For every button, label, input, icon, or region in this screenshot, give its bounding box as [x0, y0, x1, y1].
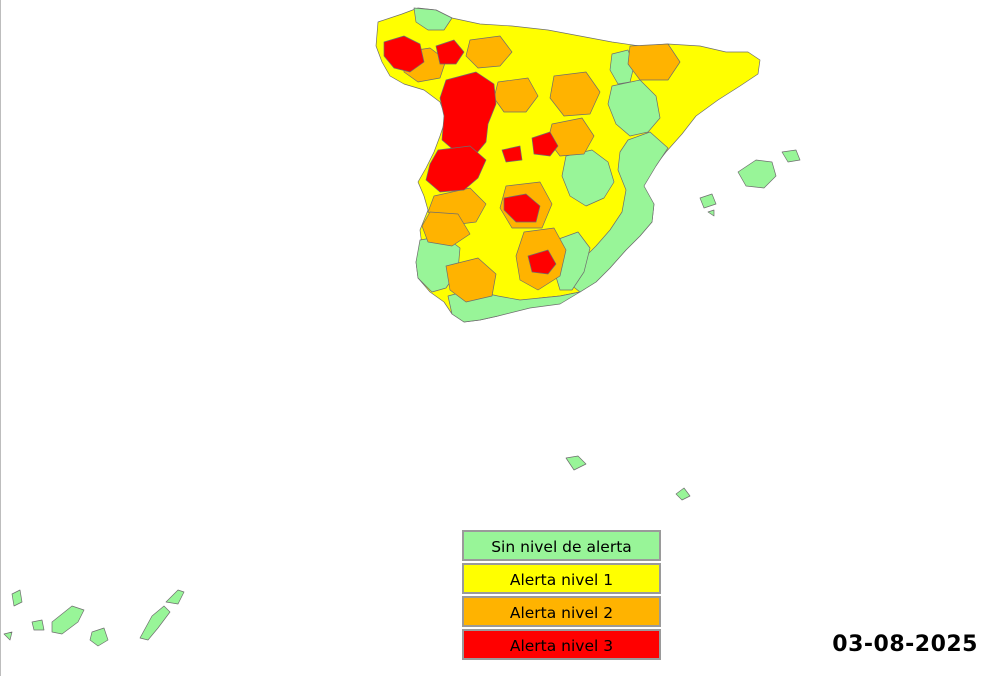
province-burgos[interactable]	[549, 71, 601, 117]
province-jaen[interactable]	[527, 249, 557, 275]
map-date: 03-08-2025	[832, 632, 978, 657]
island-el-hierro[interactable]	[3, 631, 13, 641]
territory-ceuta[interactable]	[565, 455, 587, 471]
legend-item-nivel-2: Alerta nivel 2	[462, 596, 661, 627]
ceuta-melilla	[565, 455, 691, 501]
balearic-islands	[699, 149, 801, 217]
island-la-gomera[interactable]	[31, 619, 45, 631]
island-menorca[interactable]	[781, 149, 801, 163]
province-caceres-south[interactable]	[421, 211, 471, 247]
province-madrid-south[interactable]	[503, 193, 541, 223]
canary-islands	[3, 589, 185, 647]
island-ibiza[interactable]	[699, 193, 717, 209]
province-segovia[interactable]	[531, 131, 559, 157]
province-avila[interactable]	[501, 145, 523, 163]
province-asturias-west[interactable]	[435, 39, 465, 65]
island-lanzarote[interactable]	[165, 589, 185, 605]
island-tenerife[interactable]	[51, 605, 85, 635]
island-la-palma[interactable]	[11, 589, 23, 607]
legend-item-nivel-3: Alerta nivel 3	[462, 629, 661, 660]
province-central[interactable]	[561, 149, 615, 207]
province-coruna[interactable]	[383, 35, 425, 73]
iberian-peninsula	[375, 7, 761, 323]
province-caceres-north[interactable]	[425, 145, 487, 193]
island-gran-canaria[interactable]	[89, 627, 109, 647]
legend-item-nivel-1: Alerta nivel 1	[462, 563, 661, 594]
island-fuerteventura[interactable]	[139, 605, 171, 641]
territory-melilla[interactable]	[675, 487, 691, 501]
island-mallorca[interactable]	[737, 159, 777, 189]
province-navarra[interactable]	[609, 49, 635, 85]
province-valencia-region[interactable]	[569, 131, 669, 293]
province-leon[interactable]	[465, 35, 513, 69]
province-teruel[interactable]	[607, 79, 661, 137]
province-asturias[interactable]	[413, 7, 453, 31]
island-formentera[interactable]	[707, 209, 715, 217]
legend: Sin nivel de alerta Alerta nivel 1 Alert…	[462, 530, 661, 662]
legend-item-sin-alerta: Sin nivel de alerta	[462, 530, 661, 561]
province-huesca[interactable]	[627, 43, 681, 81]
province-cordoba[interactable]	[445, 257, 497, 303]
province-zamora[interactable]	[439, 71, 497, 155]
